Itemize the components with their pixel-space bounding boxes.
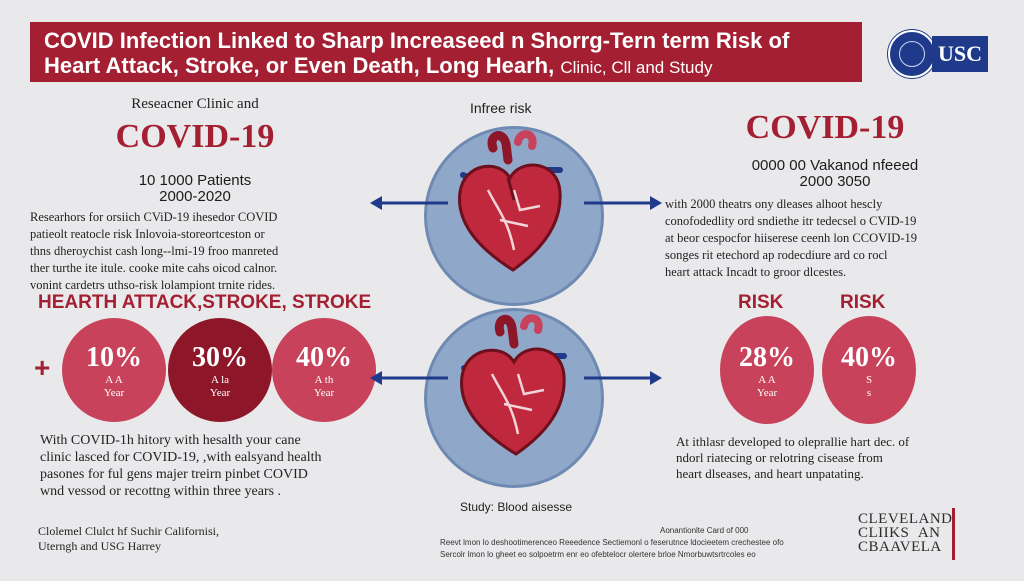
header-title-line2-main: Heart Attack, Stroke, or Even Death, Lon… <box>44 53 555 78</box>
stat-circle-cap: Year <box>103 387 125 399</box>
left-patients: 10 1000 Patients <box>138 172 252 189</box>
university-seal-icon <box>888 30 936 78</box>
left-para-line: Researhors for orsiich CViD-19 ihesedor … <box>30 210 278 224</box>
cleveland-divider <box>952 508 955 560</box>
right-title: COVID-19 <box>745 109 905 146</box>
right-stat2: 2000 3050 <box>799 173 871 190</box>
center-bottom-label: Study: Blood aisesse <box>460 500 573 514</box>
anatomical-heart-icon <box>458 130 563 272</box>
right-stat1: 0000 00 Vakanod nfeeed <box>751 157 919 174</box>
right-column: COVID-19 0000 00 Vakanod nfeeed 2000 305… <box>665 108 1005 281</box>
stat-circle-cap: s <box>866 387 872 399</box>
right-arrow-icon <box>584 371 662 385</box>
header-title-line2: Heart Attack, Stroke, or Even Death, Lon… <box>44 53 848 80</box>
left-para-line: vonint cardetrs uthso-risk lolampiont tr… <box>30 278 276 292</box>
header-banner: COVID Infection Linked to Sharp Increase… <box>30 22 862 82</box>
left-arrow-icon <box>370 196 448 210</box>
stat-circle-cap: S <box>865 374 873 386</box>
right-para-line: songes rit etechord ap rodecdiure ard co… <box>665 248 888 262</box>
stat-circle-cap: Year <box>209 387 231 399</box>
header-title-line2-sub: Clinic, Cll and Study <box>560 58 713 77</box>
cleveland-line: CBAAVELA <box>858 539 942 555</box>
right-stat-circle-28: 28% A A Year <box>720 316 814 424</box>
stat-circle-cap: Year <box>313 387 335 399</box>
right-bottom-line: ndorl riatecing or relotring cisease fro… <box>676 450 883 465</box>
stat-circle-pct: 40% <box>296 342 352 373</box>
right-para-line: at beor cespocfor hiiserese ceenh lon CC… <box>665 231 917 245</box>
left-bottom-line: pasones for ful gens majer treirn pinbet… <box>40 467 308 482</box>
left-column: Reseacner Clinic and COVID-19 10 1000 Pa… <box>30 96 360 294</box>
right-paragraph: with 2000 theatrs ony dleases alhoot hes… <box>665 196 1005 281</box>
left-title: COVID-19 <box>115 118 275 155</box>
fine-print-line: Sercolr lmon lo gheet eo solpoetrm enr e… <box>440 550 756 559</box>
anatomical-heart-icon <box>460 314 567 456</box>
left-bottom-paragraph: With COVID-1h hitory with hesalth your c… <box>40 432 380 500</box>
stat-circle-pct: 40% <box>841 342 897 373</box>
stat-circle-cap: A A <box>758 374 776 386</box>
left-para-line: ther turthe ite itule. cooke mite cahs o… <box>30 261 278 275</box>
header-title-line1: COVID Infection Linked to Sharp Increase… <box>44 28 790 53</box>
left-kicker: Reseacner Clinic and <box>131 96 259 112</box>
stat-circle-cap: Year <box>756 387 778 399</box>
cleveland-line: CLIIKS AN <box>858 525 941 541</box>
center-top-label: Infree risk <box>470 100 532 116</box>
cleveland-line: CLEVELAND <box>858 511 953 527</box>
usc-logo: USC <box>888 30 988 78</box>
usc-wordmark: USC <box>932 36 988 72</box>
stat-circle-pct: 30% <box>192 342 248 373</box>
left-footer: Clolemel Clulct hf Suchir Californisi, U… <box>38 524 219 554</box>
stat-circle-pct: 10% <box>86 342 142 373</box>
fine-print-line: Reevt lmon lo deshootimerenceo Reeedence… <box>440 538 784 547</box>
right-bottom-line: heart dlseases, and heart unpatating. <box>676 466 864 481</box>
stat-circle-pct: 28% <box>739 342 795 373</box>
left-bottom-line: With COVID-1h hitory with hesalth your c… <box>40 433 301 448</box>
left-para-line: thns dheroychist cash long--lmi-19 froo … <box>30 244 279 258</box>
right-stat-circle-40: 40% S s <box>822 316 916 424</box>
left-bottom-line: wnd vessod or recottng within three year… <box>40 484 282 499</box>
left-footer-line: Uterngh and USG Harrey <box>38 539 161 553</box>
fine-print-heading: Aonantionlte Card of 000 <box>660 526 749 535</box>
left-para-line: patieolt reatocle risk Inlovoia-storeort… <box>30 227 265 241</box>
right-risk-label-2: RISK <box>840 292 886 313</box>
left-bottom-line: clinic lasced for COVID-19, ,with ealsya… <box>40 450 322 465</box>
right-para-line: conofodedlity ord sndiethe itr tedecsel … <box>665 214 917 228</box>
left-years: 2000-2020 <box>159 188 231 205</box>
cleveland-clinic-logo: CLEVELAND CLIIKS AN CBAAVELA <box>858 511 953 555</box>
stat-circle-40: 40% A th Year <box>272 318 376 422</box>
stat-circle-cap: A th <box>314 374 334 386</box>
left-footer-line: Clolemel Clulct hf Suchir Californisi, <box>38 524 219 538</box>
left-paragraph: Researhors for orsiich CViD-19 ihesedor … <box>30 209 360 294</box>
stat-circle-cap: A A <box>105 374 123 386</box>
stat-circle-cap: A la <box>210 374 230 386</box>
right-risk-label-1: RISK <box>738 292 784 313</box>
right-bottom-line: At ithlasr developed to oleprallie hart … <box>676 434 910 449</box>
left-arrow-icon <box>370 371 448 385</box>
stat-circle-30: 30% A la Year <box>168 318 272 422</box>
left-section-title: HEARTH ATTACK,STROKE, STROKE <box>38 292 372 313</box>
plus-sign: + <box>34 352 51 383</box>
right-para-line: with 2000 theatrs ony dleases alhoot hes… <box>665 197 883 211</box>
right-bottom-paragraph: At ithlasr developed to oleprallie hart … <box>676 434 1006 482</box>
right-arrow-icon <box>584 196 662 210</box>
right-para-line: heart attack Incadt to groor dlcestes. <box>665 265 847 279</box>
stat-circle-10: 10% A A Year <box>62 318 166 422</box>
